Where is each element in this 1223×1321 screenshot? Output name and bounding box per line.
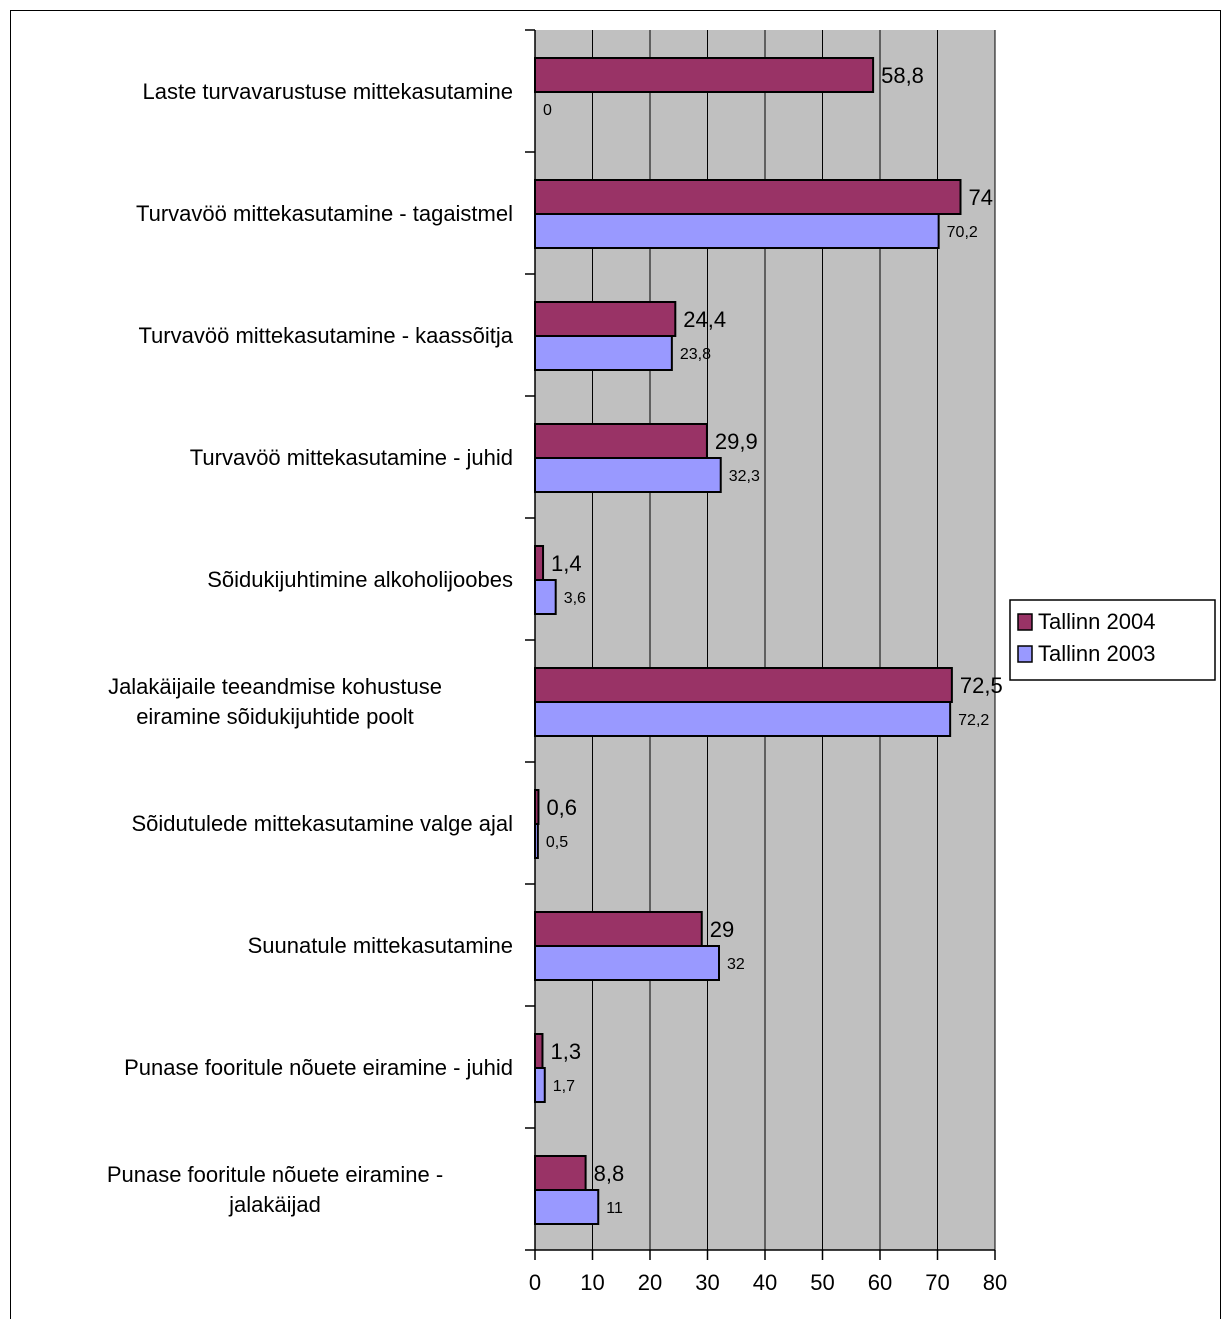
category-label-5-1: eiramine sõidukijuhtide poolt — [136, 704, 414, 729]
data-label-s1-9: 8,8 — [594, 1161, 625, 1186]
bar-s2-1 — [534, 213, 940, 249]
x-tick-label-1: 10 — [580, 1270, 604, 1295]
bar-s2-9 — [534, 1189, 600, 1225]
category-label-6-0: Sõidutulede mittekasutamine valge ajal — [131, 811, 513, 836]
data-label-s1-6: 0,6 — [546, 795, 577, 820]
category-label-7-0: Suunatule mittekasutamine — [248, 933, 513, 958]
data-label-s2-0: 0 — [543, 102, 552, 119]
category-label-1-0: Turvavöö mittekasutamine - tagaistmel — [136, 201, 513, 226]
x-tick-label-6: 60 — [868, 1270, 892, 1295]
data-label-s2-8: 1,7 — [553, 1078, 575, 1095]
legend-swatch-1 — [1017, 613, 1033, 631]
category-label-3-0: Turvavöö mittekasutamine - juhid — [190, 445, 513, 470]
category-label-9-1: jalakäijad — [228, 1192, 321, 1217]
data-label-s1-3: 29,9 — [715, 429, 758, 454]
bar-s2-4 — [534, 579, 557, 615]
data-label-s2-4: 3,6 — [564, 590, 586, 607]
x-tick-label-0: 0 — [529, 1270, 541, 1295]
legend-swatch-2 — [1017, 645, 1033, 663]
bar-s1-4 — [534, 545, 545, 581]
category-label-0-0: Laste turvavarustuse mittekasutamine — [142, 79, 513, 104]
bar-s1-3 — [534, 423, 708, 459]
bar-s1-5 — [534, 667, 953, 703]
bar-s1-0 — [534, 57, 875, 93]
data-label-s2-9: 11 — [606, 1200, 623, 1217]
data-label-s2-6: 0,5 — [546, 834, 568, 851]
data-label-s1-0: 58,8 — [881, 63, 924, 88]
data-label-s1-2: 24,4 — [683, 307, 726, 332]
chart-frame — [10, 10, 1221, 1319]
data-label-s1-1: 74 — [969, 185, 993, 210]
x-tick-label-5: 50 — [810, 1270, 834, 1295]
bar-s2-2 — [534, 335, 673, 371]
x-tick-label-3: 30 — [695, 1270, 719, 1295]
data-label-s1-4: 1,4 — [551, 551, 582, 576]
legend-label-2: Tallinn 2003 — [1038, 641, 1155, 666]
data-label-s2-2: 23,8 — [680, 346, 711, 363]
data-label-s2-3: 32,3 — [729, 468, 760, 485]
bar-s2-8 — [534, 1067, 546, 1103]
data-label-s1-8: 1,3 — [550, 1039, 581, 1064]
category-label-9-0: Punase fooritule nõuete eiramine - — [107, 1162, 443, 1187]
bar-s2-3 — [534, 457, 722, 493]
legend-box — [1009, 599, 1216, 681]
bar-s2-5 — [534, 701, 952, 737]
bar-s2-7 — [534, 945, 720, 981]
category-label-4-0: Sõidukijuhtimine alkoholijoobes — [207, 567, 513, 592]
data-label-s1-7: 29 — [710, 917, 734, 942]
x-tick-label-7: 70 — [925, 1270, 949, 1295]
legend-label-1: Tallinn 2004 — [1038, 609, 1155, 634]
data-label-s2-1: 70,2 — [947, 224, 978, 241]
bar-s1-7 — [534, 911, 703, 947]
bar-s1-9 — [534, 1155, 587, 1191]
x-tick-label-8: 80 — [983, 1270, 1007, 1295]
bar-s1-2 — [534, 301, 677, 337]
data-label-s2-5: 72,2 — [958, 712, 989, 729]
data-label-s2-7: 32 — [727, 956, 745, 973]
category-label-8-0: Punase fooritule nõuete eiramine - juhid — [124, 1055, 513, 1080]
bar-s1-8 — [534, 1033, 544, 1069]
data-label-s1-5: 72,5 — [960, 673, 1003, 698]
category-label-5-0: Jalakäijaile teeandmise kohustuse — [108, 674, 442, 699]
x-tick-label-2: 20 — [638, 1270, 662, 1295]
x-tick-label-4: 40 — [753, 1270, 777, 1295]
category-label-2-0: Turvavöö mittekasutamine - kaassõitja — [138, 323, 513, 348]
bar-s1-1 — [534, 179, 962, 215]
